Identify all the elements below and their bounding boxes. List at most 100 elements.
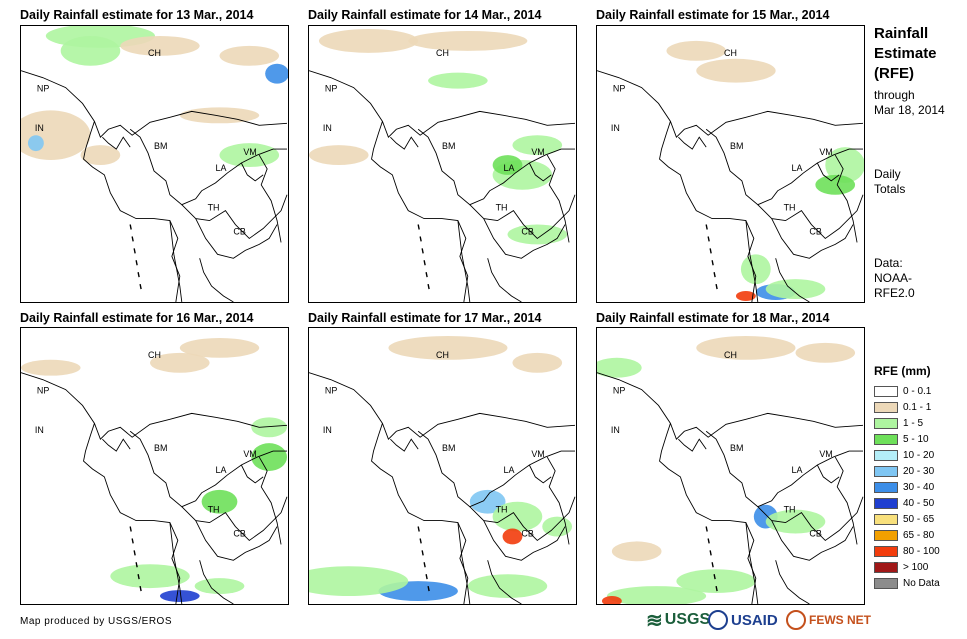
rainfall-patch: [696, 335, 796, 360]
country-label-in: IN: [611, 123, 620, 133]
legend-label: 30 - 40: [903, 481, 935, 493]
rainfall-patch: [21, 110, 91, 161]
country-border: [199, 560, 234, 604]
country-label-np: NP: [325, 386, 337, 396]
country-border: [745, 522, 759, 604]
country-border: [709, 248, 712, 254]
country-border: [469, 194, 576, 240]
legend-title: RFE (mm): [874, 364, 931, 378]
legend-item: 10 - 20: [874, 448, 934, 462]
country-label-in: IN: [35, 425, 44, 435]
country-border: [469, 496, 576, 542]
rainfall-patch: [309, 145, 369, 165]
country-border: [137, 574, 140, 580]
country-border: [816, 162, 840, 182]
rainfall-patch: [219, 143, 280, 167]
rainfall-patch: [318, 29, 419, 53]
country-border: [757, 496, 864, 542]
usaid-logo: USAID: [708, 608, 778, 632]
country-label-in: IN: [611, 425, 620, 435]
country-border: [715, 283, 718, 290]
country-border: [129, 224, 132, 230]
rainfall-patch: [309, 566, 409, 597]
country-border: [707, 236, 710, 242]
country-border: [715, 585, 718, 592]
rainfall-patch: [696, 58, 776, 83]
map-svg: CH NP IN BM LA VM TH CB: [309, 29, 576, 302]
country-label-np: NP: [37, 386, 49, 396]
country-label-np: NP: [613, 386, 625, 396]
country-label-bm: BM: [442, 141, 455, 151]
rainfall-patch: [735, 291, 756, 301]
country-label-ch: CH: [724, 350, 737, 360]
country-border: [546, 456, 570, 545]
country-label-vm: VM: [531, 147, 544, 157]
country-label-vm: VM: [243, 449, 256, 459]
rainfall-patch: [179, 337, 260, 358]
country-label-vm: VM: [819, 449, 832, 459]
rainfall-patch: [179, 107, 260, 124]
country-border: [417, 526, 420, 532]
country-label-th: TH: [208, 203, 220, 213]
rainfall-patch: [492, 155, 523, 175]
country-border: [133, 248, 136, 254]
country-label-cb: CB: [521, 226, 533, 236]
side-data-source: Data: NOAA- RFE2.0: [874, 256, 915, 300]
rainfall-patch: [765, 509, 826, 534]
country-border: [181, 496, 288, 542]
country-label-la: LA: [216, 465, 227, 475]
country-label-la: LA: [504, 163, 515, 173]
legend-label: 1 - 5: [903, 417, 924, 429]
legend-item: 65 - 80: [874, 528, 934, 542]
rainfall-patch: [469, 489, 506, 514]
country-border: [419, 538, 422, 544]
country-border: [678, 438, 707, 452]
country-border: [195, 520, 278, 561]
legend-swatch: [874, 529, 898, 541]
map-svg: CH NP IN BM LA VM TH CB: [309, 335, 576, 604]
panel-title: Daily Rainfall estimate for 17 Mar., 201…: [308, 311, 542, 325]
legend-item: 80 - 100: [874, 544, 940, 558]
country-label-np: NP: [613, 84, 625, 94]
side-daily-totals: Daily Totals: [874, 167, 906, 196]
country-label-th: TH: [784, 505, 796, 515]
rainfall-patch: [597, 357, 642, 378]
country-border: [21, 372, 288, 441]
country-label-np: NP: [325, 84, 337, 94]
rainfall-patch: [601, 596, 622, 604]
legend-label: 0.1 - 1: [903, 401, 932, 413]
country-label-bm: BM: [730, 141, 743, 151]
map-panel: CH NP IN BM LA VM TH CB: [20, 25, 289, 303]
country-border: [705, 224, 708, 230]
legend-swatch: [874, 449, 898, 461]
country-label-cb: CB: [521, 528, 533, 538]
legend-swatch: [874, 417, 898, 429]
country-label-ch: CH: [148, 48, 161, 58]
rainfall-patch: [815, 174, 856, 195]
legend-swatch: [874, 385, 898, 397]
rainfall-patch: [606, 586, 707, 604]
country-border: [705, 526, 708, 532]
country-border: [258, 456, 282, 545]
rainfall-patch: [502, 528, 523, 545]
rainfall-patch: [251, 417, 288, 438]
side-title: Rainfall Estimate (RFE): [874, 25, 937, 82]
country-border: [483, 218, 566, 259]
country-border: [771, 520, 854, 561]
legend-item: 1 - 5: [874, 416, 923, 430]
country-border: [757, 194, 864, 240]
country-border: [425, 574, 428, 580]
country-border: [419, 236, 422, 242]
map-panel: CH NP IN BM LA VM TH CB: [596, 327, 865, 605]
legend-item: 30 - 40: [874, 480, 934, 494]
legend-label: No Data: [903, 577, 940, 589]
rainfall-patch: [408, 30, 528, 51]
country-label-ch: CH: [724, 48, 737, 58]
country-border: [457, 220, 471, 302]
map-svg: CH NP IN BM LA VM TH CB: [21, 337, 288, 604]
country-label-bm: BM: [154, 443, 167, 453]
country-border: [546, 154, 570, 243]
country-border: [659, 423, 757, 604]
country-border: [711, 562, 714, 568]
rainfall-patch: [795, 342, 856, 363]
